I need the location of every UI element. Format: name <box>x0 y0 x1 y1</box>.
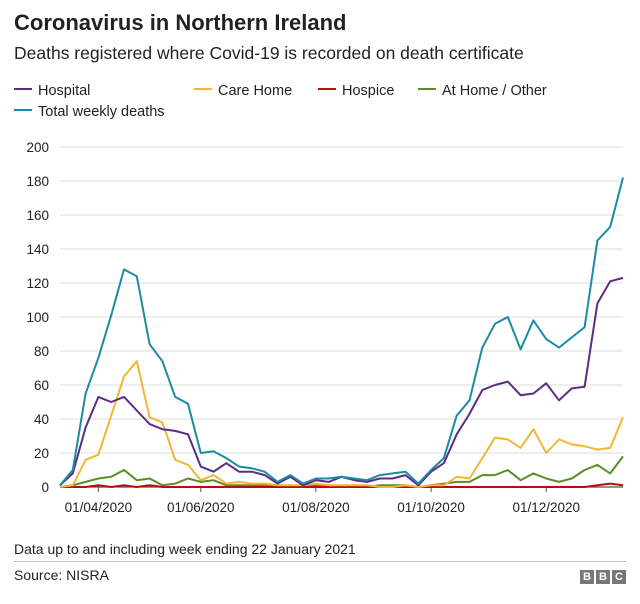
y-tick-label: 180 <box>26 174 49 189</box>
y-tick-label: 120 <box>26 276 49 291</box>
legend-item-at-home-other: At Home / Other <box>418 83 547 99</box>
footnote: Data up to and including week ending 22 … <box>14 541 356 557</box>
legend-label-at-home-other: At Home / Other <box>442 83 547 99</box>
legend-swatch-hospital <box>14 88 32 91</box>
x-tick-label: 01/08/2020 <box>282 500 350 515</box>
y-tick-label: 160 <box>26 208 49 223</box>
legend-swatch-total-weekly-deaths <box>14 109 32 112</box>
legend-swatch-care-home <box>194 88 212 91</box>
y-tick-label: 20 <box>34 446 49 461</box>
y-tick-label: 0 <box>41 480 49 495</box>
x-tick-label: 01/04/2020 <box>65 500 133 515</box>
chart-title: Coronavirus in Northern Ireland <box>14 10 347 35</box>
bbc-logo: B B C <box>580 570 626 584</box>
y-tick-label: 60 <box>34 378 49 393</box>
series-line-total-weekly-deaths <box>59 177 624 486</box>
source-note: Source: NISRA <box>14 567 109 583</box>
legend-label-care-home: Care Home <box>218 83 293 99</box>
x-axis: 01/04/2020 01/06/2020 01/08/2020 01/10/2020… <box>65 487 580 515</box>
bbc-logo-letter-1: B <box>580 570 594 584</box>
legend-label-hospital: Hospital <box>38 83 91 99</box>
y-tick-label: 100 <box>26 310 49 325</box>
footer-divider <box>14 561 626 562</box>
legend-swatch-hospice <box>318 88 336 91</box>
y-tick-label: 140 <box>26 242 49 257</box>
bbc-logo-letter-2: B <box>596 570 610 584</box>
y-tick-label: 40 <box>34 412 49 427</box>
x-tick-label: 01/10/2020 <box>397 500 465 515</box>
series-lines <box>59 177 624 488</box>
legend-swatch-at-home-other <box>418 88 436 91</box>
legend-label-hospice: Hospice <box>342 83 395 99</box>
legend-item-hospice: Hospice <box>318 83 394 99</box>
x-tick-label: 01/06/2020 <box>167 500 235 515</box>
series-line-hospice <box>60 482 624 488</box>
grid <box>60 146 623 488</box>
x-tick-label: 01/12/2020 <box>512 500 580 515</box>
legend-label-total-weekly-deaths: Total weekly deaths <box>38 104 165 120</box>
series-line-hospital <box>59 276 624 487</box>
bbc-logo-letter-3: C <box>612 570 626 584</box>
y-tick-label: 80 <box>34 344 49 359</box>
y-axis: 0 20 40 60 80 100 120 140 160 180 200 <box>26 140 49 495</box>
legend-item-care-home: Care Home <box>194 83 292 99</box>
series-line-care-home <box>59 360 624 488</box>
legend-item-hospital: Hospital <box>14 83 90 99</box>
legend-item-total-weekly-deaths: Total weekly deaths <box>14 104 165 120</box>
chart-subtitle: Deaths registered where Covid-19 is reco… <box>14 43 524 63</box>
y-tick-label: 200 <box>26 140 49 155</box>
series-line-at-home-other <box>59 455 624 488</box>
